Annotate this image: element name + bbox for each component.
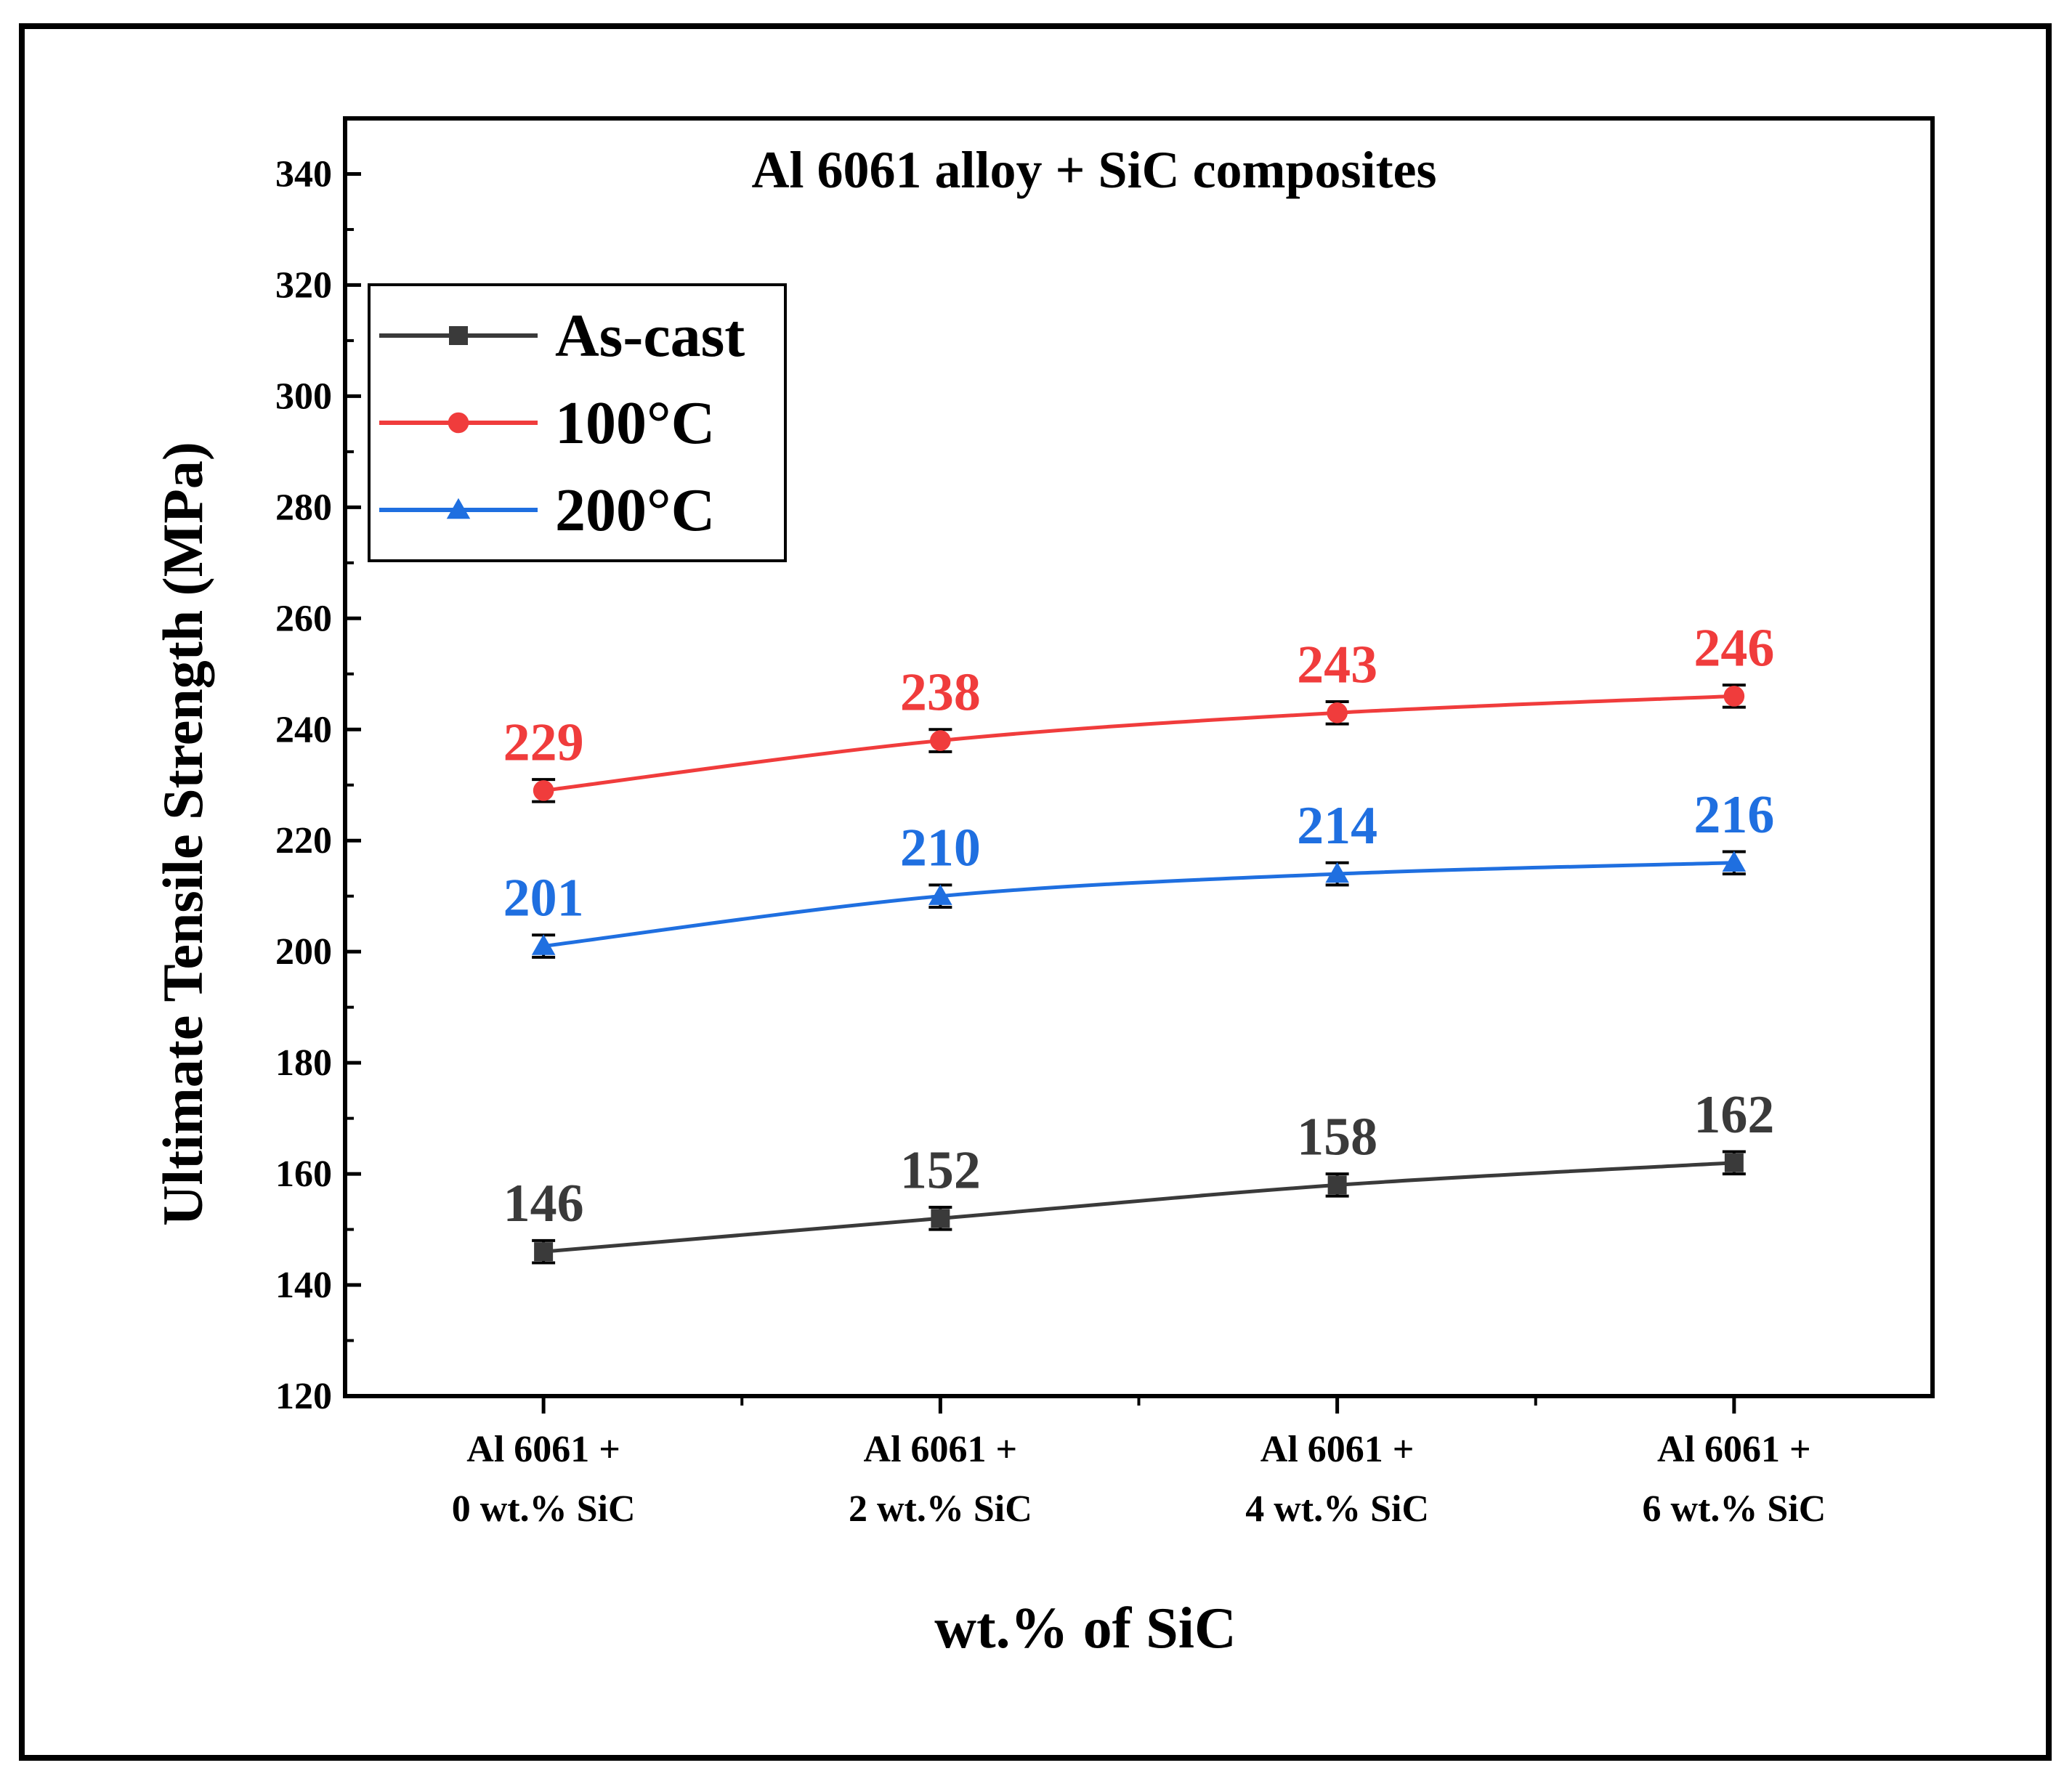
data-point — [928, 884, 952, 905]
data-label: 201 — [503, 869, 584, 928]
x-tick-label: Al 6061 + — [1260, 1429, 1415, 1470]
series-200-c: 201 210 214 216 — [503, 785, 1774, 959]
legend-item: 100°C — [379, 389, 715, 457]
legend-item: As-cast — [379, 302, 745, 370]
data-label: 216 — [1693, 785, 1774, 845]
x-tick-label: Al 6061 + — [1657, 1429, 1811, 1470]
legend-label: 200°C — [555, 477, 715, 544]
data-point — [534, 1242, 554, 1262]
plot-area: 120 140 160 180 200 220 240 260 280 300 320 340 Al 6… — [275, 116, 1935, 1530]
x-tick-label: Al 6061 + — [466, 1429, 620, 1470]
data-label: 229 — [503, 713, 584, 772]
x-tick-label: 6 wt.% SiC — [1642, 1488, 1826, 1530]
data-point — [531, 934, 556, 955]
data-label: 210 — [900, 819, 981, 878]
y-tick-label: 220 — [275, 820, 332, 861]
y-tick-label: 260 — [275, 598, 332, 639]
legend-label: As-cast — [555, 302, 745, 370]
series-100-c: 229 238 243 246 — [503, 618, 1774, 803]
legend-marker — [446, 498, 471, 519]
data-point — [1327, 1175, 1347, 1195]
legend-label: 100°C — [555, 389, 715, 457]
y-tick-label: 180 — [275, 1042, 332, 1084]
legend: As-cast 100°C 200°C — [368, 283, 787, 562]
data-point — [1325, 861, 1349, 883]
data-point — [930, 730, 951, 751]
legend-item: 200°C — [379, 477, 715, 544]
y-tick-label: 320 — [275, 264, 332, 306]
data-point — [1724, 1153, 1744, 1172]
x-tick-label: 2 wt.% SiC — [849, 1488, 1032, 1530]
series-line — [543, 861, 1734, 949]
series-line — [543, 694, 1734, 792]
data-label: 214 — [1297, 796, 1377, 856]
legend-marker — [449, 326, 468, 345]
data-label: 243 — [1297, 635, 1377, 694]
data-point — [1723, 686, 1745, 707]
figure-frame — [19, 23, 2052, 1761]
legend-box — [368, 283, 787, 562]
y-tick-label: 300 — [275, 376, 332, 417]
data-point — [931, 1209, 950, 1228]
series-as-cast: 146 152 158 162 — [503, 1085, 1774, 1265]
y-tick-label: 340 — [275, 153, 332, 195]
data-label: 238 — [900, 663, 981, 723]
y-tick-label: 120 — [275, 1376, 332, 1417]
data-label: 162 — [1693, 1085, 1774, 1145]
x-axis-label: wt.% of SiC — [934, 1597, 1237, 1661]
y-tick-label: 200 — [275, 931, 332, 973]
y-tick-label: 240 — [275, 709, 332, 750]
series-line — [543, 1161, 1735, 1254]
data-label: 152 — [900, 1140, 981, 1200]
y-tick-label: 140 — [275, 1265, 332, 1306]
chart-title: Al 6061 alloy + SiC composites — [751, 141, 1436, 199]
y-axis-label: Ultimate Tensile Strength (MPa) — [151, 442, 214, 1226]
x-tick-label: Al 6061 + — [864, 1429, 1018, 1470]
y-tick-label: 280 — [275, 487, 332, 528]
legend-marker — [448, 412, 469, 434]
data-point — [533, 780, 554, 801]
data-label: 146 — [503, 1174, 584, 1233]
y-tick-label: 160 — [275, 1153, 332, 1195]
x-tick-label: 0 wt.% SiC — [452, 1488, 636, 1530]
data-point — [1722, 851, 1747, 872]
data-point — [1327, 702, 1348, 723]
data-label: 246 — [1693, 618, 1774, 678]
x-tick-label: 4 wt.% SiC — [1245, 1488, 1429, 1530]
data-label: 158 — [1297, 1107, 1377, 1167]
